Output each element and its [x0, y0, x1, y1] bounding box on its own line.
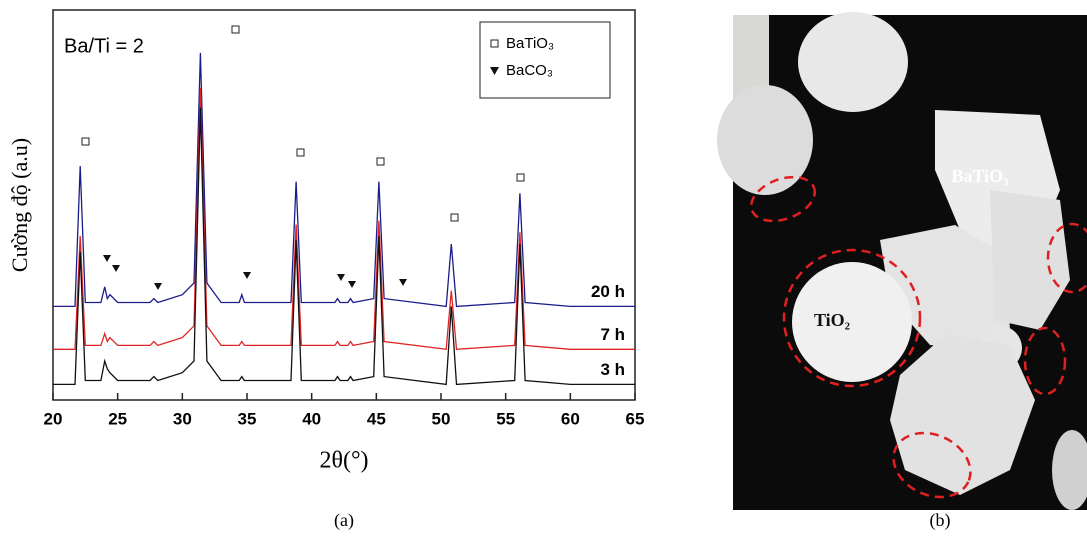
- highlight: [1046, 222, 1087, 294]
- series-label: 20 h: [591, 282, 625, 301]
- legend-square: [490, 39, 499, 48]
- image-label: BaTiO₃: [951, 166, 1009, 186]
- baco3-marker: [154, 283, 162, 290]
- x-tick-label: 50: [432, 409, 451, 428]
- x-axis-label: 2θ(°): [319, 448, 368, 474]
- series-label: 3 h: [600, 360, 625, 379]
- x-tick-label: 35: [238, 409, 257, 428]
- batio3-marker: [296, 148, 305, 157]
- highlight: [1023, 326, 1067, 396]
- highlight: [782, 248, 922, 388]
- batio3-marker: [231, 25, 240, 34]
- x-tick-label: 60: [561, 409, 580, 428]
- baco3-marker: [337, 274, 345, 281]
- highlight: [892, 431, 972, 499]
- series-label: 7 h: [600, 325, 625, 344]
- legend-box: [479, 21, 611, 99]
- baco3-markers: [103, 255, 407, 290]
- x-tick-label: 65: [626, 409, 645, 428]
- batio3-marker: [81, 137, 90, 146]
- panel-label: (a): [334, 510, 354, 531]
- series-line: [53, 87, 635, 351]
- particle: [890, 335, 1035, 495]
- x-tick-label: 45: [367, 409, 386, 428]
- x-tick-label: 40: [302, 409, 321, 428]
- annotation: Ba/Ti = 2: [64, 35, 144, 57]
- batio3-marker: [376, 157, 385, 166]
- particle: [717, 85, 813, 195]
- particle: [1052, 430, 1087, 510]
- baco3-marker: [112, 265, 120, 272]
- baco3-marker: [103, 255, 111, 262]
- highlight: [749, 175, 817, 223]
- image-label: TiO₂: [814, 310, 850, 330]
- series-line: [53, 107, 635, 386]
- batio3-marker: [516, 173, 525, 182]
- legend-label: BaCO₃: [506, 62, 553, 79]
- x-tick-label: 30: [173, 409, 192, 428]
- particle: [792, 262, 912, 382]
- particle: [798, 12, 908, 112]
- legend-triangle: [490, 67, 499, 75]
- panel-label: (b): [930, 510, 951, 531]
- y-axis-label: Cường độ (a.u): [7, 138, 32, 272]
- plot-frame: [52, 9, 636, 401]
- baco3-marker: [348, 281, 356, 288]
- series-line: [53, 52, 635, 308]
- x-tick-label: 55: [496, 409, 515, 428]
- legend-label: BaTiO₃: [506, 35, 554, 52]
- micrograph: BaTiO₃ TiO₂: [717, 12, 1087, 510]
- particle: [880, 225, 1010, 350]
- peak-markers: [81, 25, 525, 222]
- particle: [990, 190, 1070, 330]
- x-tick-label: 20: [44, 409, 63, 428]
- baco3-marker: [399, 279, 407, 286]
- batio3-marker: [450, 213, 459, 222]
- x-tick-label: 25: [108, 409, 127, 428]
- highlight-circles: [749, 175, 1087, 499]
- baco3-marker: [243, 272, 251, 279]
